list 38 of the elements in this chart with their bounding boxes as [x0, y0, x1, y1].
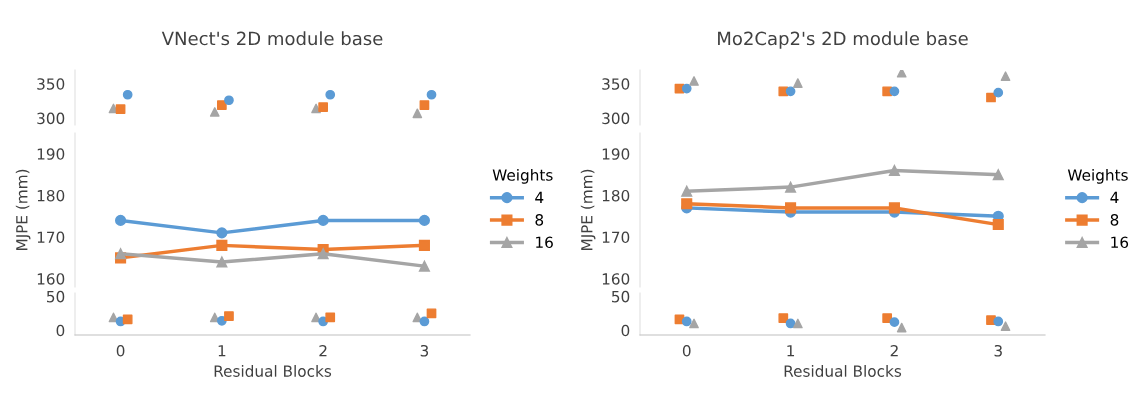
- x-tick-label: 0: [682, 344, 691, 357]
- x-tick-label: 1: [787, 345, 795, 357]
- chart-title: Mo2Cap2's 2D module base: [718, 31, 968, 49]
- x-tick-label: 2: [319, 344, 327, 357]
- y-tick-label: 180: [602, 189, 630, 202]
- legend-label: 16: [536, 236, 553, 249]
- legend-title: Weights: [1067, 168, 1128, 184]
- x-tick-label: 3: [994, 344, 1002, 357]
- x-tick-label: 2: [890, 344, 898, 357]
- x-axis-title: Residual Blocks: [784, 365, 902, 377]
- y-tick-label: 0: [56, 324, 65, 337]
- legend-label: 8: [535, 214, 544, 226]
- legend-label: 16: [1111, 236, 1129, 249]
- x-axis-title: Residual Blocks: [214, 365, 332, 377]
- y-tick-label: 0: [621, 324, 630, 337]
- y-tick-label: 160: [602, 273, 630, 285]
- y-axis-title: MJPE (mm): [15, 169, 31, 251]
- y-tick-label: 180: [37, 189, 65, 202]
- legend-title: Weights: [492, 168, 553, 184]
- y-tick-label: 190: [602, 148, 630, 160]
- x-tick-label: 3: [420, 344, 429, 357]
- legend-label: 8: [1110, 214, 1119, 226]
- y-tick-label: 170: [602, 231, 630, 244]
- x-tick-label: 1: [218, 345, 226, 357]
- y-tick-label: 160: [37, 273, 65, 285]
- y-tick-label: 300: [37, 112, 65, 125]
- legend-label: 4: [535, 191, 544, 203]
- y-tick-label: 50: [612, 290, 630, 303]
- y-tick-label: 300: [602, 112, 630, 125]
- y-axis-title: MJPE (mm): [580, 169, 596, 251]
- y-tick-label: 350: [37, 78, 65, 90]
- chart-title: VNect's 2D module base: [161, 31, 383, 46]
- y-tick-label: 50: [47, 290, 65, 303]
- y-tick-label: 190: [37, 148, 65, 160]
- y-tick-label: 170: [37, 231, 65, 244]
- y-tick-label: 350: [602, 78, 630, 90]
- x-tick-label: 0: [116, 344, 125, 357]
- legend-label: 4: [1110, 191, 1119, 203]
